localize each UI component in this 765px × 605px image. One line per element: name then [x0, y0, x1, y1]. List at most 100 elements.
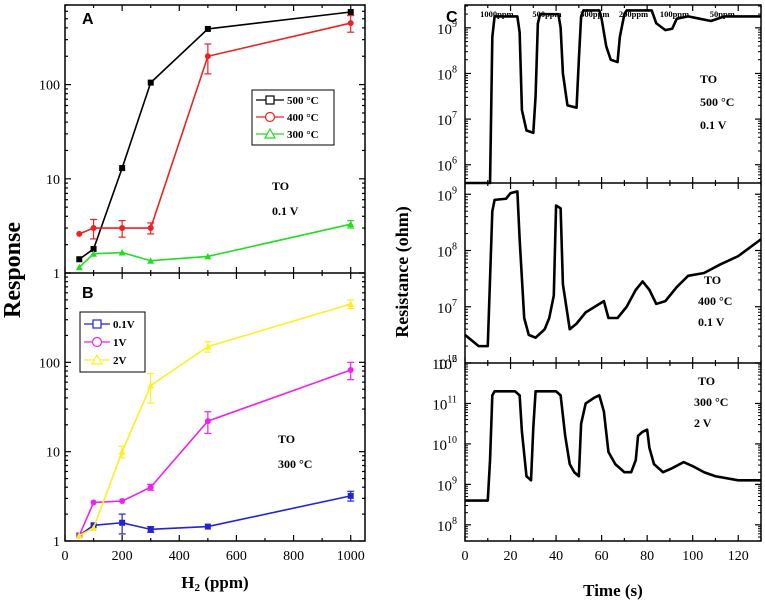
panel-c3-ytick-label: 1010: [432, 435, 457, 454]
panel-c-xtick-label: 60: [595, 549, 609, 564]
concentration-label: 500ppm: [532, 9, 561, 19]
panel-a-data-point: [76, 256, 83, 263]
panel-c3-ytick-label: 108: [437, 516, 457, 535]
panel-c3-ytick-label: 1012: [432, 354, 457, 373]
panel-a-data-point: [118, 249, 126, 256]
legend-a: 500 °C 400 °C 300 °C: [251, 89, 335, 146]
time-axis-label: Time (s): [583, 581, 643, 600]
concentration-label: 200ppm: [619, 9, 648, 19]
legend-a-label-300: 300 °C: [287, 129, 319, 141]
panel-b-data-point: [119, 519, 126, 526]
ytick-exponent: 12: [447, 354, 457, 365]
legend-circle-marker: [91, 336, 103, 348]
panel-c3-annotation-voltage: 2 V: [694, 416, 712, 430]
panel-c-xtick-label: 80: [640, 549, 654, 564]
panel-a-data-point: [147, 257, 155, 264]
ytick-exponent: 8: [452, 64, 457, 75]
panel-c3-resistance-trace: [465, 390, 761, 502]
legend-b-entry-1v: 1V: [84, 336, 127, 349]
panel-a-series-line-2: [78, 223, 351, 268]
panel-c-xtick-label: 0: [462, 549, 469, 564]
panel-b-xtick-label: 200: [112, 549, 133, 564]
legend-a-label-400: 400 °C: [287, 112, 319, 124]
panel-c2-ytick-label: 108: [437, 242, 457, 261]
panel-b-data-point: [147, 484, 154, 491]
ytick-exponent: 8: [452, 242, 457, 253]
legend-b-label-01v: 0.1V: [113, 319, 135, 331]
panel-a-data-point: [347, 8, 354, 15]
panel-a-data-point: [90, 245, 97, 252]
panel-a-data-point: [90, 250, 98, 257]
panel-b-data-point: [147, 526, 154, 533]
panel-a-data-point: [147, 225, 154, 232]
legend-b: 0.1V 1V 2V: [79, 311, 146, 373]
panel-b-label: B: [82, 285, 94, 302]
panel-a-data-point: [204, 25, 211, 32]
ytick-exponent: 6: [452, 354, 457, 365]
panel-b-xtick-label: 0: [62, 549, 69, 564]
legend-square-marker: [265, 95, 275, 105]
ytick-exponent: 6: [452, 156, 457, 167]
panel-c1-ytick-label: 106: [437, 156, 457, 175]
panel-c1-annotation-voltage: 0.1 V: [700, 118, 727, 132]
ytick-exponent: 10: [447, 435, 457, 446]
panel-c2-ytick-label: 109: [437, 185, 457, 204]
legend-b-entry-2v: 2V: [84, 353, 127, 367]
panel-b-annotation-temp: 300 °C: [278, 457, 312, 471]
panel-b-series-line-1: [78, 369, 351, 536]
panel-c1-annotation-temp: 500 °C: [700, 95, 734, 109]
legend-triangle-marker: [90, 353, 104, 365]
panel-b-ytick-label: 10: [46, 446, 60, 461]
panel-a-data-point: [204, 252, 212, 260]
panel-b-xtick-label: 600: [226, 549, 247, 564]
panel-c3-annotation-temp: 300 °C: [694, 395, 728, 409]
panel-a-label: A: [82, 11, 94, 28]
legend-circle-marker: [264, 111, 276, 123]
panel-c-xtick-label: 20: [504, 549, 518, 564]
panel-a-annotation-material: TO: [272, 179, 289, 193]
ytick-exponent: 7: [452, 298, 457, 309]
panel-b-data-point: [90, 499, 97, 506]
panel-b-xtick-label: 1000: [337, 549, 365, 564]
panel-b-annotation-material: TO: [278, 432, 295, 446]
ytick-exponent: 9: [452, 185, 457, 196]
ytick-exponent: 8: [452, 516, 457, 527]
panel-a-ytick-label: 1: [53, 267, 60, 282]
panel-b-data-point: [204, 343, 212, 350]
panel-a-data-point: [347, 220, 355, 228]
panel-b-data-point: [119, 498, 126, 505]
ytick-exponent: 11: [447, 394, 457, 405]
panel-b-data-point: [204, 523, 211, 530]
panel-a-plot: 1 10 100: [39, 4, 365, 282]
panel-c1-ytick-label: 109: [437, 19, 457, 38]
panel-b-ytick-label: 100: [39, 356, 60, 371]
panel-c1-resistance-trace: [465, 9, 761, 185]
h2-axis-label: H2 (ppm): [181, 573, 248, 594]
ytick-exponent: 9: [452, 19, 457, 30]
concentration-label: 300ppm: [580, 9, 609, 19]
panel-b-ytick-label: 1: [53, 535, 60, 550]
panel-b-data-point: [147, 382, 155, 389]
legend-a-entry-400: 400 °C: [256, 111, 319, 124]
panel-c2-annotation-temp: 400 °C: [698, 294, 732, 308]
panel-c-label: C: [446, 9, 458, 26]
panel-c3-ytick-label: 109: [437, 475, 457, 494]
panel-c-xtick-label: 100: [682, 549, 703, 564]
panel-a-data-point: [75, 263, 83, 271]
panel-c3-ytick-label: 1011: [432, 394, 457, 413]
panel-a-data-point: [90, 225, 97, 232]
panel-a-annotation-voltage: 0.1 V: [272, 204, 299, 218]
panel-a-ytick-label: 10: [46, 173, 60, 188]
panel-b-data-point: [347, 492, 354, 499]
legend-triangle-marker: [263, 127, 277, 139]
panel-a-data-point: [119, 165, 126, 172]
response-axis-label: Response: [0, 222, 26, 318]
panel-b-xtick-label: 400: [169, 549, 190, 564]
panel-c-xtick-label: 40: [549, 549, 563, 564]
panel-c2-annotation-voltage: 0.1 V: [698, 315, 725, 329]
panel-b-data-point: [204, 418, 211, 425]
legend-square-marker: [92, 319, 102, 329]
ytick-exponent: 7: [452, 110, 457, 121]
panel-a-data-point: [147, 79, 154, 86]
